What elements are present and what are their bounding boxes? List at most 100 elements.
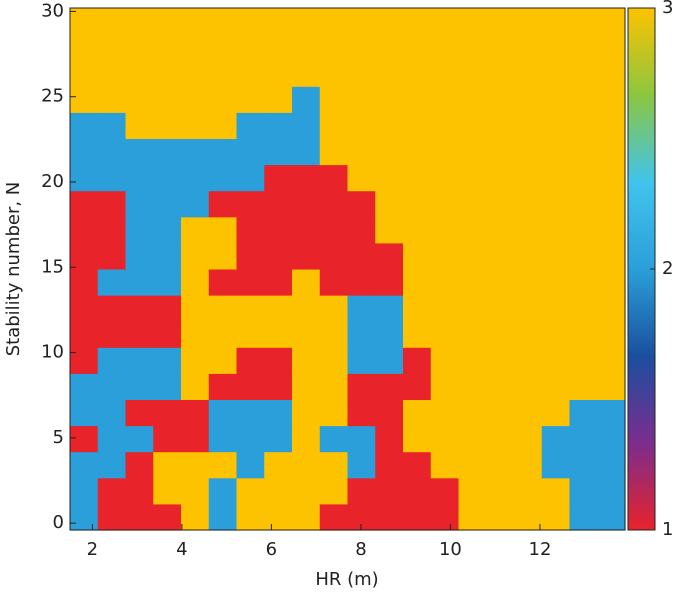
cell [208, 164, 238, 192]
cell [70, 190, 99, 218]
cell [430, 268, 460, 296]
cell [153, 425, 182, 453]
cell [597, 112, 626, 140]
cell [125, 164, 154, 192]
cell [486, 60, 515, 87]
cell [347, 425, 376, 453]
cell [70, 138, 99, 166]
cell [541, 60, 571, 87]
y-axis-label: Stability number, N [3, 182, 24, 357]
cell [181, 242, 210, 270]
cell [292, 347, 321, 374]
cell [403, 8, 432, 35]
cell [569, 451, 598, 479]
cell [125, 138, 154, 166]
cell [319, 34, 349, 61]
cell [319, 399, 349, 427]
cell [97, 60, 127, 87]
cell [403, 112, 432, 140]
cell [292, 8, 321, 35]
cell [514, 34, 543, 61]
cell [319, 86, 349, 113]
cell [514, 164, 543, 192]
plot-frame [69, 7, 626, 531]
cell [375, 347, 404, 374]
cell [208, 60, 238, 87]
cell [70, 425, 99, 453]
cell [70, 242, 99, 270]
cell [319, 373, 349, 401]
x-axis-label: HR (m) [315, 569, 378, 590]
cell [97, 138, 127, 166]
cell [319, 268, 349, 296]
cell [236, 451, 265, 479]
cell [125, 8, 154, 35]
cell [292, 268, 321, 296]
cell [319, 112, 349, 140]
cell [430, 190, 460, 218]
cell [97, 112, 127, 140]
cell [319, 321, 349, 348]
x-tick-label: 6 [266, 539, 277, 560]
cell [403, 425, 432, 453]
cell [125, 242, 154, 270]
cell [486, 451, 515, 479]
cell [458, 399, 487, 427]
cell [403, 399, 432, 427]
cell [486, 347, 515, 374]
cell [236, 216, 265, 244]
cell [375, 164, 404, 192]
cell [597, 138, 626, 166]
cell [514, 503, 543, 531]
cell [125, 347, 154, 374]
cell [347, 373, 376, 401]
cell [97, 477, 127, 505]
cell [208, 216, 238, 244]
cell [70, 373, 99, 401]
cell [70, 268, 99, 296]
cell [458, 268, 487, 296]
cell [430, 242, 460, 270]
cell [319, 347, 349, 374]
cell [153, 503, 182, 531]
cell [319, 8, 349, 35]
cell [264, 373, 293, 401]
cell [70, 295, 99, 322]
cell [541, 295, 571, 322]
cell [347, 503, 376, 531]
cell [125, 295, 154, 322]
cell [486, 8, 515, 35]
cell [375, 242, 404, 270]
cell [264, 138, 293, 166]
cell [125, 190, 154, 218]
cell [153, 242, 182, 270]
cell [264, 477, 293, 505]
cell [292, 138, 321, 166]
cell [236, 321, 265, 348]
cell [569, 399, 598, 427]
cell [430, 503, 460, 531]
cell [486, 503, 515, 531]
cell [236, 295, 265, 322]
cell [347, 399, 376, 427]
cell [597, 34, 626, 61]
cell [319, 425, 349, 453]
cell [125, 425, 154, 453]
cell [375, 112, 404, 140]
cell [181, 295, 210, 322]
cell [569, 216, 598, 244]
cell [569, 477, 598, 505]
cell [319, 164, 349, 192]
cell [541, 216, 571, 244]
cell [97, 268, 127, 296]
cell [292, 86, 321, 113]
cell [347, 216, 376, 244]
cell [208, 34, 238, 61]
cell [569, 242, 598, 270]
cell [458, 138, 487, 166]
cell [70, 112, 99, 140]
cell [597, 216, 626, 244]
cell [264, 8, 293, 35]
cell [97, 399, 127, 427]
cell [347, 138, 376, 166]
